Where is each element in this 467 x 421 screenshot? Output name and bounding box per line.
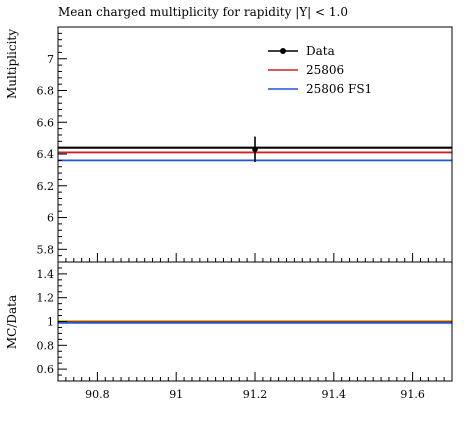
legend-item-data: Data	[268, 44, 335, 58]
legend-item-25806: 25806	[268, 63, 344, 77]
ratio-series-lines	[58, 320, 452, 324]
chart-title: Mean charged multiplicity for rapidity |…	[58, 5, 348, 19]
main-y-tick-label: 6.4	[37, 148, 55, 161]
ratio-y-tick-label: 0.8	[37, 339, 55, 352]
data-point	[252, 146, 258, 153]
ratio-y-tick-label: 1.4	[37, 268, 55, 281]
main-y-tick-label: 6.8	[37, 85, 55, 98]
legend-label-25806-fs1: 25806 FS1	[306, 82, 372, 96]
ratio-y-tick-label: 0.6	[37, 363, 55, 376]
x-tick-label: 91.4	[322, 388, 347, 401]
ratio-x-axis: 90.8 91 91.2 91.4 91.6	[65, 372, 453, 401]
x-tick-label: 91.2	[243, 388, 268, 401]
x-tick-label: 91	[169, 388, 183, 401]
x-tick-label: 91.6	[400, 388, 425, 401]
main-plot-panel: 5.8 6 6.2 6.4 6.6 6.8 7	[37, 26, 453, 263]
legend-label-data: Data	[306, 44, 335, 58]
ratio-y-tick-label: 1	[47, 316, 54, 329]
legend-label-25806: 25806	[306, 63, 344, 77]
legend-item-25806-fs1: 25806 FS1	[268, 82, 372, 96]
main-y-axis: 5.8 6 6.2 6.4 6.6 6.8 7	[37, 32, 67, 256]
ratio-y-axis: 0.6 0.8 1 1.2 1.4	[37, 267, 67, 376]
main-y-tick-label: 6.6	[37, 116, 55, 129]
x-tick-label: 90.8	[85, 388, 110, 401]
main-y-tick-label: 5.8	[37, 243, 55, 256]
main-x-ticks	[65, 253, 453, 262]
legend-data-marker	[280, 48, 286, 54]
main-y-tick-label: 7	[47, 53, 54, 66]
ratio-plot-panel: 0.6 0.8 1 1.2 1.4 90.8 91 91.2 91.4 91.6	[37, 261, 453, 401]
ratio-y-tick-label: 1.2	[37, 292, 55, 305]
data-point-group	[252, 136, 258, 162]
ratio-plot-frame	[57, 261, 453, 382]
main-y-tick-label: 6.2	[37, 180, 55, 193]
ratio-y-axis-label: MC/Data	[5, 295, 19, 349]
legend: Data 25806 25806 FS1	[268, 44, 372, 96]
main-y-tick-label: 6	[47, 212, 54, 225]
main-y-axis-label: Multiplicity	[5, 29, 19, 99]
